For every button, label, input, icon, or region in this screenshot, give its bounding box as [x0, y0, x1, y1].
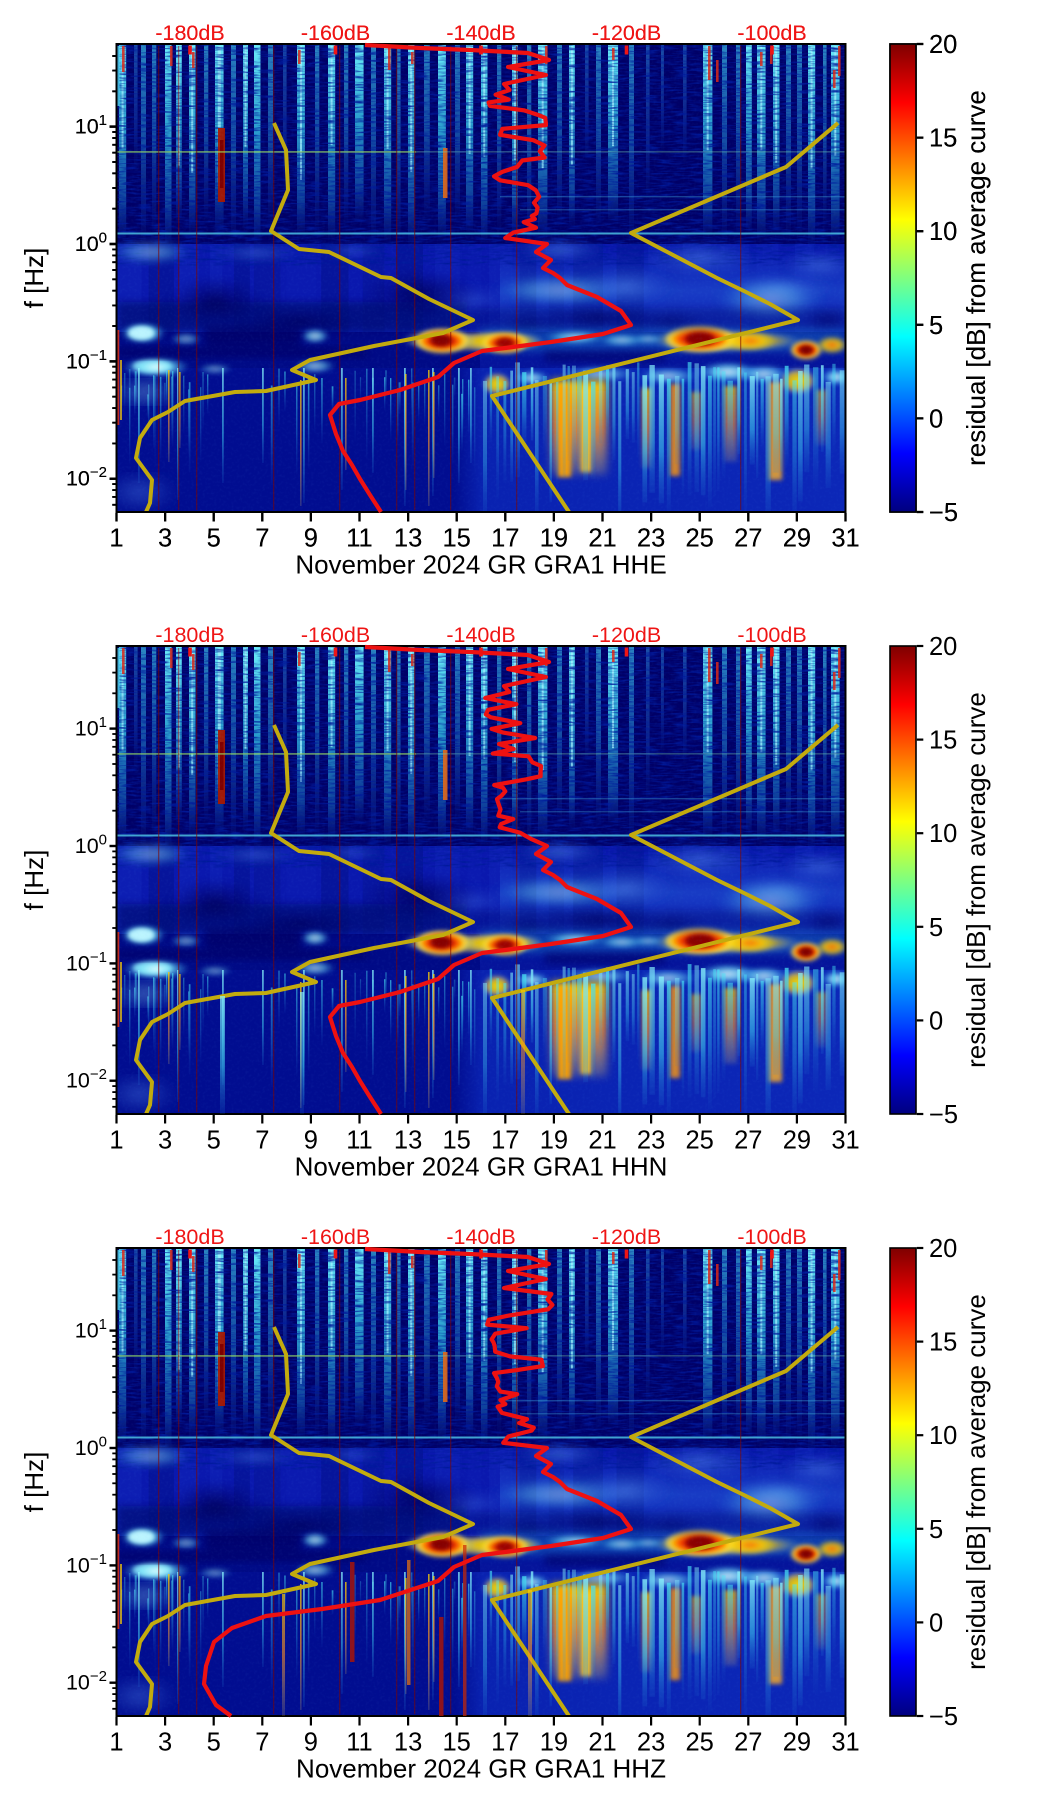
- svg-text:November 2024 GR GRA1 HHZ: November 2024 GR GRA1 HHZ: [296, 1754, 666, 1784]
- svg-text:November 2024 GR GRA1 HHN: November 2024 GR GRA1 HHN: [295, 1152, 668, 1182]
- svg-text:November 2024 GR GRA1 HHE: November 2024 GR GRA1 HHE: [295, 550, 666, 580]
